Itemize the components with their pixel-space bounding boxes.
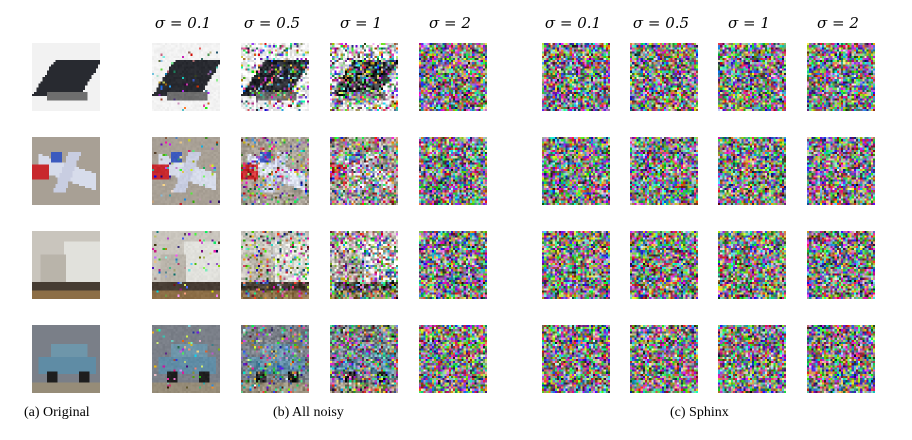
- header-sphinx-sigma-2: σ = 2: [817, 14, 859, 32]
- sphinx-image-jet-plane-sigma-0.5: [630, 137, 698, 205]
- all-noisy-image-jet-plane-sigma-2: [419, 137, 487, 205]
- header-sphinx-sigma-0.5: σ = 0.5: [632, 14, 690, 32]
- sphinx-image-truck-sigma-0.1: [542, 231, 610, 299]
- all-noisy-image-truck-sigma-0.1: [152, 231, 220, 299]
- sphinx-image-jet-plane-sigma-1: [718, 137, 786, 205]
- all-noisy-image-car-sigma-2: [419, 325, 487, 393]
- all-noisy-image-car-sigma-0.5: [241, 325, 309, 393]
- sphinx-image-stealth-plane-sigma-0.5: [630, 43, 698, 111]
- all-noisy-image-truck-sigma-2: [419, 231, 487, 299]
- all-noisy-image-car-sigma-1: [330, 325, 398, 393]
- header-sphinx-sigma-1: σ = 1: [728, 14, 770, 32]
- sphinx-image-truck-sigma-1: [718, 231, 786, 299]
- caption-original: (a) Original: [24, 405, 90, 420]
- all-noisy-image-jet-plane-sigma-0.5: [241, 137, 309, 205]
- original-image-jet-plane: [32, 137, 100, 205]
- original-image-truck: [32, 231, 100, 299]
- all-noisy-image-truck-sigma-0.5: [241, 231, 309, 299]
- sphinx-image-stealth-plane-sigma-0.1: [542, 43, 610, 111]
- sphinx-image-jet-plane-sigma-0.1: [542, 137, 610, 205]
- sphinx-image-car-sigma-2: [807, 325, 875, 393]
- sphinx-image-stealth-plane-sigma-2: [807, 43, 875, 111]
- sphinx-image-car-sigma-1: [718, 325, 786, 393]
- sphinx-image-truck-sigma-0.5: [630, 231, 698, 299]
- all-noisy-image-truck-sigma-1: [330, 231, 398, 299]
- header-all-noisy-sigma-0.5: σ = 0.5: [243, 14, 301, 32]
- sphinx-image-truck-sigma-2: [807, 231, 875, 299]
- all-noisy-image-car-sigma-0.1: [152, 325, 220, 393]
- header-all-noisy-sigma-2: σ = 2: [429, 14, 471, 32]
- caption-sphinx: (c) Sphinx: [670, 405, 729, 420]
- sphinx-image-car-sigma-0.5: [630, 325, 698, 393]
- all-noisy-image-stealth-plane-sigma-0.5: [241, 43, 309, 111]
- header-all-noisy-sigma-1: σ = 1: [340, 14, 382, 32]
- all-noisy-image-jet-plane-sigma-0.1: [152, 137, 220, 205]
- caption-all-noisy: (b) All noisy: [273, 405, 344, 420]
- sphinx-image-jet-plane-sigma-2: [807, 137, 875, 205]
- all-noisy-image-jet-plane-sigma-1: [330, 137, 398, 205]
- all-noisy-image-stealth-plane-sigma-1: [330, 43, 398, 111]
- header-sphinx-sigma-0.1: σ = 0.1: [544, 14, 602, 32]
- header-all-noisy-sigma-0.1: σ = 0.1: [154, 14, 212, 32]
- original-image-car: [32, 325, 100, 393]
- all-noisy-image-stealth-plane-sigma-0.1: [152, 43, 220, 111]
- sphinx-image-stealth-plane-sigma-1: [718, 43, 786, 111]
- original-image-stealth-plane: [32, 43, 100, 111]
- all-noisy-image-stealth-plane-sigma-2: [419, 43, 487, 111]
- sphinx-image-car-sigma-0.1: [542, 325, 610, 393]
